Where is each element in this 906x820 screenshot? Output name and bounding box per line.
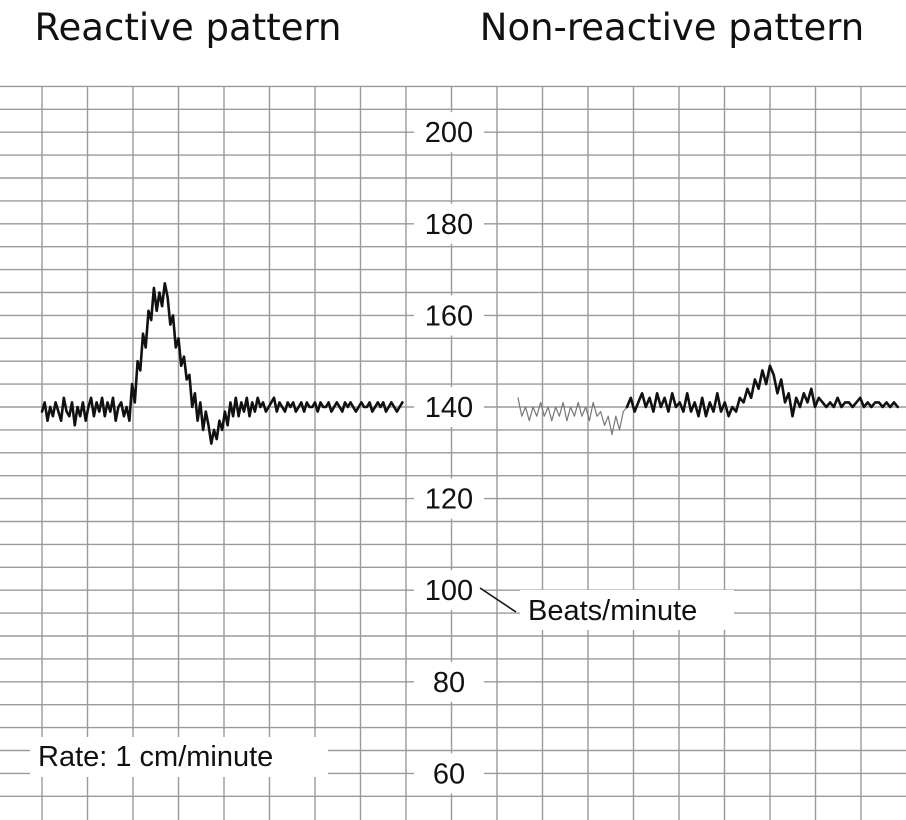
tick-label-background-4 [414, 478, 484, 519]
non-reactive-trace-segment-0 [517, 397, 628, 436]
tick-label-background-0 [414, 112, 484, 153]
y-tick-label-160: 160 [425, 300, 473, 332]
y-tick-label-180: 180 [425, 209, 473, 241]
reactive-trace-segment-0 [40, 282, 404, 445]
rate-annotation-group: Rate: 1 cm/minute [30, 737, 328, 777]
non-reactive-pattern-title: Non-reactive pattern [480, 6, 864, 49]
y-tick-label-200: 200 [425, 117, 473, 149]
rate-annotation: Rate: 1 cm/minute [38, 741, 273, 773]
y-axis-label-background [520, 590, 734, 630]
heart-rate-traces [40, 282, 900, 445]
y-axis-label-leader [479, 587, 517, 613]
y-tick-label-80: 80 [433, 667, 465, 699]
y-tick-label-120: 120 [425, 484, 473, 516]
y-axis-label-group: Beats/minute [479, 587, 734, 630]
y-tick-label-60: 60 [433, 758, 465, 790]
y-axis-label: Beats/minute [528, 595, 697, 627]
rate-annotation-background [30, 737, 328, 777]
tick-label-background-3 [414, 387, 484, 427]
tick-label-background-6 [414, 661, 484, 702]
y-axis-tick-labels: 200 180 160 140 120 100 80 60 [414, 112, 484, 794]
tick-label-background-2 [414, 295, 484, 336]
tick-label-background-5 [414, 570, 484, 611]
y-tick-label-100: 100 [425, 575, 473, 607]
tick-label-background-1 [414, 203, 484, 244]
non-reactive-trace-segment-1 [625, 364, 900, 418]
reactive-pattern-title: Reactive pattern [35, 6, 342, 49]
y-tick-label-140: 140 [425, 392, 473, 424]
tick-label-background-7 [414, 753, 484, 794]
